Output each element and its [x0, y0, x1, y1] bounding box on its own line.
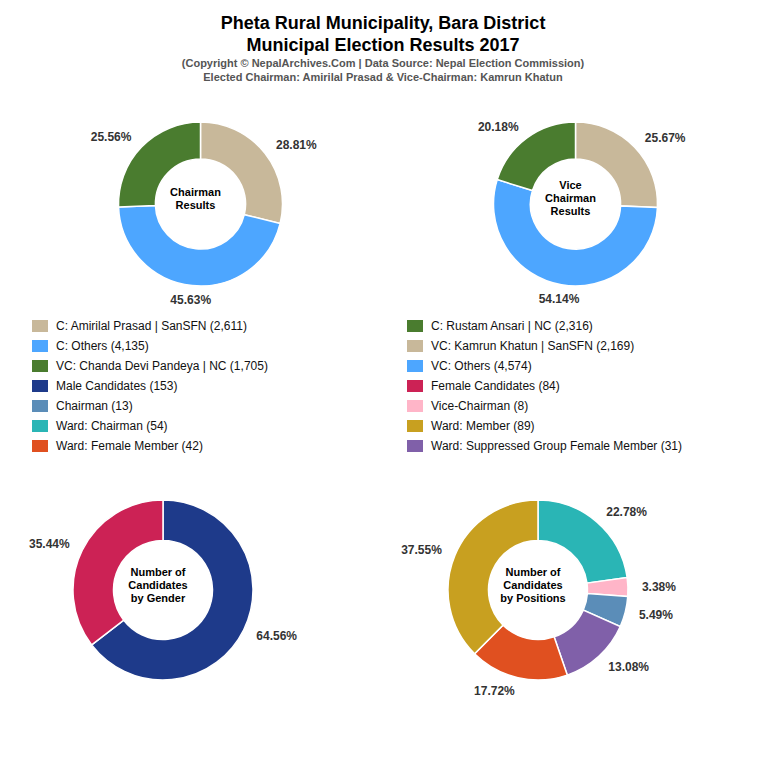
svg-text:22.78%: 22.78% [606, 505, 647, 519]
svg-text:45.63%: 45.63% [170, 293, 211, 307]
html-text:by Gender: by Gender [130, 591, 186, 604]
svg-text:25.56%: 25.56% [91, 130, 132, 144]
svg-text:35.44%: 35.44% [29, 537, 70, 551]
html-text:Elected Chairman: Amirilal Pra: Elected Chairman: Amirilal Prasad & Vice… [203, 71, 563, 83]
html-text:Ward: Member (89): Ward: Member (89) [431, 419, 535, 433]
html-text:Results: Results [175, 199, 216, 211]
html-text:Female Candidates (84): Female Candidates (84) [431, 379, 560, 393]
svg-text:25.67%: 25.67% [645, 131, 686, 145]
html-text:C: Rustam Ansari | NC (2,316): C: Rustam Ansari | NC (2,316) [431, 319, 593, 333]
html-text:Ward: Suppressed Group Female: Ward: Suppressed Group Female Member (31… [431, 439, 682, 453]
html-text:Male Candidates (153): Male Candidates (153) [56, 379, 178, 393]
html-text:VC: Kamrun Khatun | SanSFN (2,: VC: Kamrun Khatun | SanSFN (2,169) [431, 339, 635, 353]
html-text:VC: Chanda Devi Pandeya | NC (: VC: Chanda Devi Pandeya | NC (1,705) [56, 359, 268, 373]
html-text:VC: Others (4,574): VC: Others (4,574) [431, 359, 532, 373]
svg-text:13.08%: 13.08% [608, 660, 649, 674]
svg-text:3.38%: 3.38% [642, 580, 676, 594]
html-text:C: Others (4,135): C: Others (4,135) [56, 339, 149, 353]
html-text:Ward: Female Member (42): Ward: Female Member (42) [56, 439, 203, 453]
svg-text:37.55%: 37.55% [401, 543, 442, 557]
svg-text:20.18%: 20.18% [478, 120, 519, 134]
html-text:Number of: Number of [130, 565, 186, 578]
html-text:Number of: Number of [505, 565, 561, 578]
html-text:Chairman: Chairman [545, 192, 596, 205]
svg-text:5.49%: 5.49% [639, 608, 673, 622]
svg-text:54.14%: 54.14% [539, 292, 580, 306]
html-text:Chairman (13): Chairman (13) [56, 399, 133, 413]
svg-text:17.72%: 17.72% [474, 684, 515, 698]
html-text:by Positions: by Positions [500, 591, 566, 604]
html-text:Pheta Rural Municipality, Bara: Pheta Rural Municipality, Bara District [220, 13, 546, 33]
svg-text:28.81%: 28.81% [276, 138, 317, 152]
html-text:Vice: Vice [559, 179, 582, 192]
html-text:Candidates: Candidates [128, 578, 188, 591]
html-text:Candidates: Candidates [503, 578, 563, 591]
html-text:Ward: Chairman (54): Ward: Chairman (54) [56, 419, 168, 433]
html-text:(Copyright © NepalArchives.Com: (Copyright © NepalArchives.Com | Data So… [181, 57, 585, 69]
html-text:Vice-Chairman (8): Vice-Chairman (8) [431, 399, 529, 413]
html-text:Results: Results [550, 205, 591, 218]
svg-text:64.56%: 64.56% [256, 629, 297, 643]
html-text:Chairman: Chairman [170, 186, 221, 198]
html-text:C: Amirilal Prasad | SanSFN (2: C: Amirilal Prasad | SanSFN (2,611) [56, 319, 247, 333]
html-text:Municipal Election Results 201: Municipal Election Results 2017 [246, 35, 520, 55]
